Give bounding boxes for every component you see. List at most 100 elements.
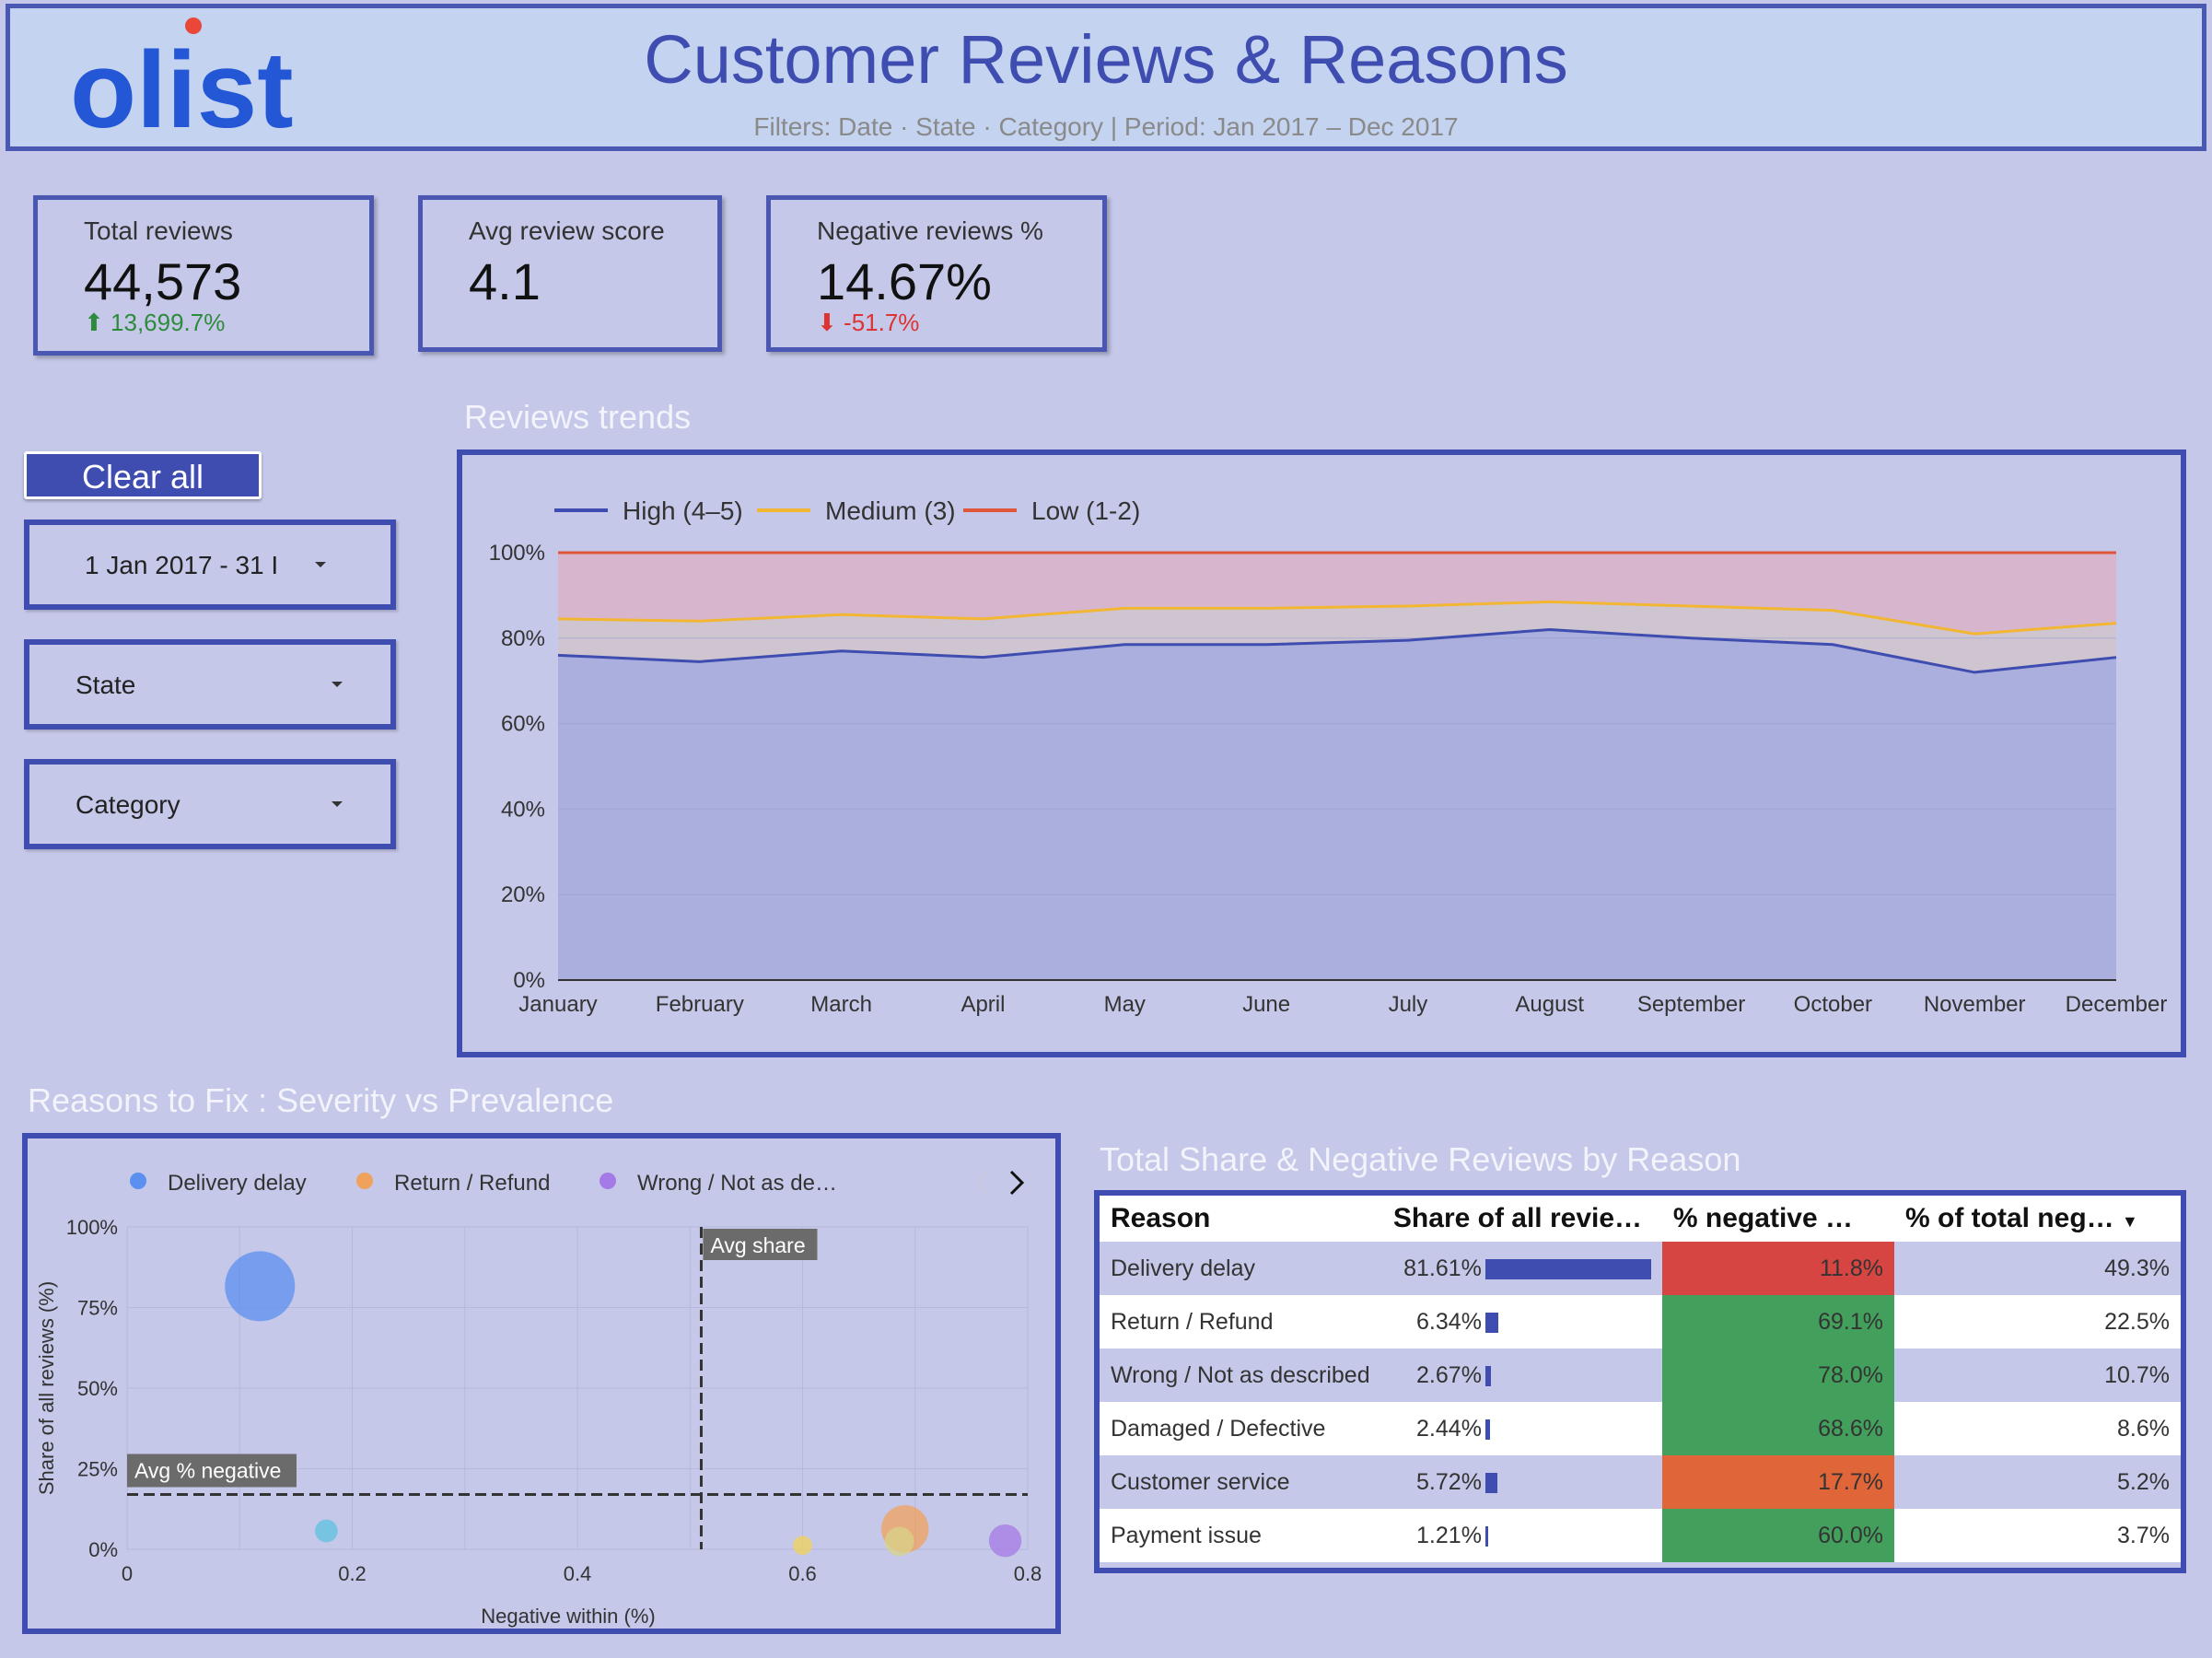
table-row[interactable]: Customer service 5.72% 17.7% 5.2% [1100,1455,2181,1509]
x-tick-label: September [1637,992,1745,1017]
date-range-filter[interactable]: 1 Jan 2017 - 31 I [24,520,396,610]
share-bar [1484,1419,1491,1440]
x-tick-label: June [1242,992,1290,1017]
share-value: 1.21% [1416,1522,1482,1548]
table-row[interactable]: Wrong / Not as described 2.67% 78.0% 10.7% [1100,1349,2181,1402]
legend-label-medium[interactable]: Medium (3) [825,496,956,525]
x-tick-label: March [810,992,872,1017]
chevron-right-icon[interactable] [1009,1170,1025,1196]
page-title: Customer Reviews & Reasons [644,21,1568,98]
kpi-label: Avg review score [469,216,665,245]
x-tick-label: July [1389,992,1428,1017]
chevron-left-icon[interactable] [976,1171,988,1195]
y-tick-label: 75% [77,1297,118,1320]
reason-table-panel: Reason Share of all revie… % negative … … [1094,1190,2186,1573]
col-header-total[interactable]: % of total neg… ▼ [1893,1196,2181,1242]
bubble-point[interactable] [315,1519,338,1543]
bubble-section-title: Reasons to Fix : Severity vs Prevalence [28,1081,614,1119]
arrow-up-icon: ⬆ [84,309,104,336]
kpi-avg-score: Avg review score 4.1 [418,195,722,352]
cell-total-negative: 22.5% [1893,1295,2181,1349]
logo-text: olist [70,29,294,138]
x-tick-label: 0.8 [1014,1562,1042,1585]
cell-negative: 17.7% [1661,1455,1894,1509]
table-row[interactable]: Return / Refund 6.34% 69.1% 22.5% [1100,1295,2181,1349]
avg-negative-label: Avg % negative [134,1459,281,1483]
share-bar [1484,1525,1488,1547]
trend-chart: High (4–5) Medium (3) Low (1-2) 0% 20% 40%… [489,496,2168,1017]
x-tick-label: January [518,992,597,1017]
col-header-total-label: % of total neg… [1904,1203,2114,1233]
table-row[interactable]: Damaged / Defective 2.44% 68.6% 8.6% [1100,1402,2181,1455]
cell-share: 5.72% [1381,1455,1662,1509]
table-row[interactable]: Payment issue 1.21% 60.0% 3.7% [1100,1509,2181,1562]
bubble-panel: Delivery delay Return / Refund Wrong / N… [22,1133,1061,1634]
y-axis-title: Share of all reviews (%) [35,1281,58,1495]
col-header-share[interactable]: Share of all revie… [1381,1196,1662,1242]
legend-label-wrong[interactable]: Wrong / Not as de… [637,1171,837,1196]
x-tick-label: November [1924,992,2026,1017]
legend-label-delivery[interactable]: Delivery delay [168,1171,307,1196]
series-line-1[interactable] [557,600,2117,636]
bubble-point[interactable] [884,1526,914,1557]
cell-reason: Customer service [1100,1455,1382,1509]
share-bar [1484,1258,1651,1279]
cell-total-negative: 49.3% [1893,1242,2181,1295]
legend-label-high[interactable]: High (4–5) [623,496,743,525]
x-tick-label: April [960,992,1005,1017]
kpi-delta-value: -51.7% [844,309,920,336]
x-tick-label: December [2066,992,2168,1017]
col-header-reason[interactable]: Reason [1100,1196,1382,1242]
reason-table: Reason Share of all revie… % negative … … [1100,1196,2181,1562]
kpi-delta: ⬇ -51.7% [817,309,919,337]
cell-reason: Wrong / Not as described [1100,1349,1382,1402]
x-tick-label: 0.2 [338,1562,367,1585]
page-subtitle: Filters: Date · State · Category | Perio… [0,112,2212,142]
trend-panel: High (4–5) Medium (3) Low (1-2) 0% 20% 40%… [457,450,2186,1057]
legend-label-return[interactable]: Return / Refund [394,1171,550,1196]
bubble-chart: Delivery delay Return / Refund Wrong / N… [35,1170,1042,1628]
bubble-point[interactable] [988,1524,1022,1558]
y-tick-label: 40% [501,797,545,822]
x-axis-title: Negative within (%) [481,1605,656,1628]
cell-reason: Delivery delay [1100,1242,1382,1295]
y-tick-label: 25% [77,1458,118,1481]
table-row[interactable]: Delivery delay 81.61% 11.8% 49.3% [1100,1242,2181,1295]
share-bar [1484,1365,1491,1386]
header-banner [6,4,2206,151]
bubble-point[interactable] [225,1251,296,1322]
cell-negative: 78.0% [1661,1349,1894,1402]
arrow-down-icon: ⬇ [817,309,837,336]
kpi-total-reviews: Total reviews 44,573 ⬆ 13,699.7% [33,195,374,356]
category-filter[interactable]: Category [24,759,396,849]
table-header-row: Reason Share of all revie… % negative … … [1100,1196,2181,1242]
share-bar [1484,1472,1497,1493]
clear-all-button[interactable]: Clear all [24,451,262,499]
sort-desc-icon[interactable]: ▼ [2121,1212,2138,1231]
kpi-value: 44,573 [84,252,242,310]
kpi-label: Negative reviews % [817,216,1043,245]
cell-reason: Payment issue [1100,1509,1382,1562]
cell-share: 81.61% [1381,1242,1662,1295]
y-tick-label: 0% [513,968,545,993]
bubble-point[interactable] [793,1535,812,1556]
subtitle-period: Jan 2017 – Dec 2017 [1213,112,1459,141]
legend-label-low[interactable]: Low (1-2) [1031,496,1140,525]
share-bar [1484,1312,1498,1333]
y-tick-label: 0% [88,1538,118,1561]
cell-total-negative: 5.2% [1893,1455,2181,1509]
cell-reason: Return / Refund [1100,1295,1382,1349]
olist-logo: olist [70,18,294,138]
share-value: 81.61% [1403,1255,1482,1281]
state-filter[interactable]: State [24,639,396,730]
chevron-down-icon [332,682,343,687]
trend-legend: High (4–5) Medium (3) Low (1-2) [554,496,1140,525]
chevron-down-icon [332,801,343,807]
chevron-down-icon [315,562,326,567]
col-header-neg[interactable]: % negative … [1661,1196,1894,1242]
kpi-delta-value: 13,699.7% [111,309,226,336]
x-tick-label: May [1104,992,1146,1017]
cell-negative: 68.6% [1661,1402,1894,1455]
avg-negative-label-bg [127,1454,297,1488]
series-line-0[interactable] [557,628,2117,674]
